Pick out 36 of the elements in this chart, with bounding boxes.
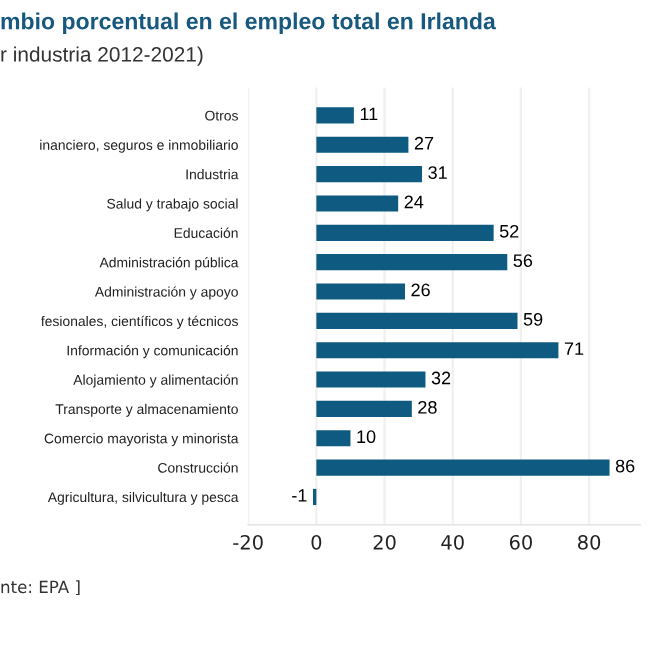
x-tick-label: 60 <box>509 534 532 550</box>
data-label: 11 <box>360 107 378 121</box>
x-tick-label: -20 <box>233 534 263 550</box>
text: nte: EPA ] <box>1 580 80 596</box>
bar <box>316 254 508 271</box>
data-label: 56 <box>513 254 533 268</box>
data-label: 27 <box>414 136 434 150</box>
bar <box>316 400 412 417</box>
x-tick-label: 80 <box>578 534 601 550</box>
bar <box>316 224 494 241</box>
data-label: 26 <box>411 283 430 297</box>
data-label: 28 <box>418 400 437 414</box>
chart-subtitle: r industria 2012-2021) <box>1 46 203 66</box>
data-label: 32 <box>431 371 451 385</box>
data-label: 24 <box>404 195 424 209</box>
chart-title: mbio porcentual en el empleo total en Irlanda <box>1 12 496 34</box>
data-label: 71 <box>564 342 584 355</box>
data-label: 86 <box>615 459 635 473</box>
bar <box>316 195 399 212</box>
bar <box>316 430 351 447</box>
bar <box>316 107 354 124</box>
x-tick-label: 20 <box>373 534 396 550</box>
bar <box>316 371 426 388</box>
data-label: -1 <box>292 489 307 502</box>
bar <box>316 166 423 183</box>
x-tick-label: 0 <box>311 534 322 550</box>
bar <box>316 312 518 329</box>
data-label: 52 <box>499 224 519 238</box>
data-label: 10 <box>357 430 376 444</box>
bar <box>316 283 405 300</box>
data-label: 31 <box>428 166 447 179</box>
bar <box>316 459 610 476</box>
data-label: 59 <box>523 312 543 326</box>
bar <box>316 342 559 359</box>
x-tick-label: 40 <box>441 534 464 550</box>
bar <box>316 136 409 153</box>
